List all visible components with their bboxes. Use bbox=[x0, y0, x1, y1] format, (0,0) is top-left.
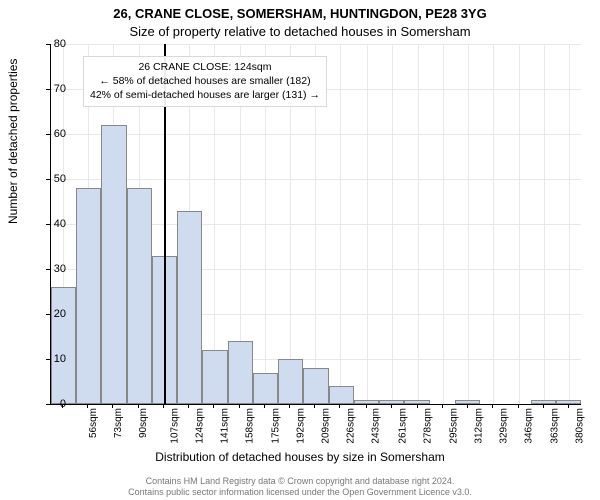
ytick-label: 20 bbox=[36, 308, 66, 320]
xtick-label: 346sqm bbox=[524, 408, 535, 444]
gridline-v bbox=[443, 44, 444, 404]
gridline-v bbox=[392, 44, 393, 404]
xtick-label: 312sqm bbox=[474, 408, 485, 444]
ytick-mark bbox=[46, 359, 50, 360]
annotation-line3: 42% of semi-detached houses are larger (… bbox=[90, 89, 320, 101]
xtick-mark bbox=[568, 404, 569, 408]
xtick-mark bbox=[339, 404, 340, 408]
xtick-mark bbox=[366, 404, 367, 408]
gridline-v bbox=[493, 44, 494, 404]
gridline-v bbox=[367, 44, 368, 404]
histogram-bar bbox=[228, 341, 253, 404]
xtick-mark bbox=[442, 404, 443, 408]
histogram-bar bbox=[51, 287, 76, 404]
xtick-label: 380sqm bbox=[574, 408, 585, 444]
xtick-label: 295sqm bbox=[448, 408, 459, 444]
xtick-mark bbox=[138, 404, 139, 408]
xtick-label: 209sqm bbox=[321, 408, 332, 444]
ytick-label: 50 bbox=[36, 173, 66, 185]
footer-line2: Contains public sector information licen… bbox=[128, 487, 472, 497]
histogram-bar bbox=[278, 359, 303, 404]
xtick-label: 73sqm bbox=[113, 408, 124, 438]
gridline-v bbox=[519, 44, 520, 404]
chart-title-line1: 26, CRANE CLOSE, SOMERSHAM, HUNTINGDON, … bbox=[0, 6, 600, 21]
ytick-mark bbox=[46, 44, 50, 45]
xtick-mark bbox=[239, 404, 240, 408]
xtick-label: 243sqm bbox=[371, 408, 382, 444]
xtick-label: 192sqm bbox=[295, 408, 306, 444]
xtick-mark bbox=[467, 404, 468, 408]
xtick-mark bbox=[87, 404, 88, 408]
footer-line1: Contains HM Land Registry data © Crown c… bbox=[146, 476, 455, 486]
ytick-mark bbox=[46, 179, 50, 180]
x-axis-label: Distribution of detached houses by size … bbox=[0, 450, 600, 464]
xtick-mark bbox=[62, 404, 63, 408]
ytick-mark bbox=[46, 224, 50, 225]
histogram-bar bbox=[329, 386, 354, 404]
xtick-label: 124sqm bbox=[194, 408, 205, 444]
xtick-label: 175sqm bbox=[270, 408, 281, 444]
chart-title-line2: Size of property relative to detached ho… bbox=[0, 24, 600, 39]
ytick-label: 80 bbox=[36, 38, 66, 50]
histogram-bar bbox=[101, 125, 126, 404]
xtick-mark bbox=[188, 404, 189, 408]
xtick-label: 158sqm bbox=[245, 408, 256, 444]
gridline-v bbox=[569, 44, 570, 404]
xtick-mark bbox=[289, 404, 290, 408]
xtick-label: 226sqm bbox=[346, 408, 357, 444]
xtick-mark bbox=[518, 404, 519, 408]
histogram-bar bbox=[253, 373, 278, 405]
xtick-mark bbox=[314, 404, 315, 408]
ytick-mark bbox=[46, 89, 50, 90]
xtick-label: 56sqm bbox=[88, 408, 99, 438]
xtick-mark bbox=[112, 404, 113, 408]
ytick-mark bbox=[46, 269, 50, 270]
y-axis-label: Number of detached properties bbox=[6, 59, 20, 224]
xtick-mark bbox=[213, 404, 214, 408]
xtick-label: 363sqm bbox=[549, 408, 560, 444]
annotation-line1: 26 CRANE CLOSE: 124sqm bbox=[138, 61, 271, 73]
xtick-mark bbox=[264, 404, 265, 408]
xtick-label: 107sqm bbox=[169, 408, 180, 444]
xtick-mark bbox=[492, 404, 493, 408]
xtick-mark bbox=[417, 404, 418, 408]
xtick-label: 278sqm bbox=[423, 408, 434, 444]
histogram-bar bbox=[303, 368, 328, 404]
xtick-label: 261sqm bbox=[398, 408, 409, 444]
xtick-mark bbox=[391, 404, 392, 408]
ytick-label: 40 bbox=[36, 218, 66, 230]
histogram-bar bbox=[202, 350, 227, 404]
footer-attribution: Contains HM Land Registry data © Crown c… bbox=[0, 476, 600, 499]
ytick-mark bbox=[46, 134, 50, 135]
xtick-label: 90sqm bbox=[138, 408, 149, 438]
ytick-mark bbox=[46, 404, 50, 405]
gridline-v bbox=[340, 44, 341, 404]
gridline-v bbox=[544, 44, 545, 404]
chart-container: 26, CRANE CLOSE, SOMERSHAM, HUNTINGDON, … bbox=[0, 0, 600, 500]
ytick-label: 60 bbox=[36, 128, 66, 140]
histogram-bar bbox=[76, 188, 101, 404]
histogram-bar bbox=[127, 188, 152, 404]
xtick-mark bbox=[163, 404, 164, 408]
annotation-box: 26 CRANE CLOSE: 124sqm ← 58% of detached … bbox=[83, 56, 327, 107]
ytick-mark bbox=[46, 314, 50, 315]
xtick-label: 329sqm bbox=[499, 408, 510, 444]
ytick-label: 30 bbox=[36, 263, 66, 275]
ytick-label: 10 bbox=[36, 353, 66, 365]
annotation-line2: ← 58% of detached houses are smaller (18… bbox=[99, 75, 310, 87]
gridline-v bbox=[418, 44, 419, 404]
histogram-bar bbox=[177, 211, 202, 405]
plot-area: 26 CRANE CLOSE: 124sqm ← 58% of detached … bbox=[50, 44, 581, 405]
ytick-label: 70 bbox=[36, 83, 66, 95]
xtick-label: 141sqm bbox=[220, 408, 231, 444]
gridline-v bbox=[468, 44, 469, 404]
xtick-mark bbox=[543, 404, 544, 408]
